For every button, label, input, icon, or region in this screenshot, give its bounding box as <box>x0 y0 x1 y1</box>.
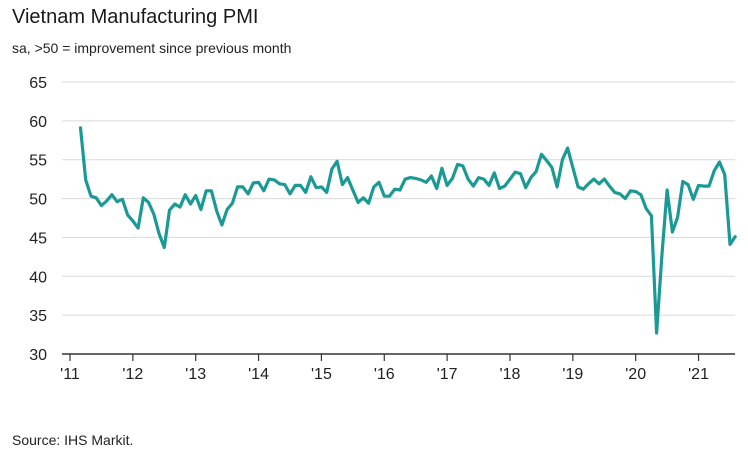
y-tick-label: 55 <box>29 153 47 170</box>
x-tick-label: '13 <box>185 366 206 383</box>
x-tick-label: '12 <box>122 366 143 383</box>
x-tick-label: '17 <box>437 366 458 383</box>
chart-title: Vietnam Manufacturing PMI <box>12 6 259 28</box>
chart-subtitle: sa, >50 = improvement since previous mon… <box>12 40 292 56</box>
x-tick-label: '11 <box>60 366 80 383</box>
source-note: Source: IHS Markit. <box>12 432 134 448</box>
series <box>78 126 737 335</box>
y-tick-label: 30 <box>29 347 47 364</box>
x-tick-label: '15 <box>311 366 332 383</box>
x-tick-label: '21 <box>688 366 709 383</box>
x-tick-label: '19 <box>562 366 583 383</box>
axes <box>62 353 735 361</box>
y-tick-label: 65 <box>29 75 47 92</box>
x-tick-label: '18 <box>500 366 521 383</box>
y-tick-label: 40 <box>29 269 47 286</box>
tick-labels: 30 35 40 45 50 55 60 65 '11 '12 '13 '14 '15 '16 '17 '18… <box>29 75 709 383</box>
series-line-0 <box>78 126 737 335</box>
x-tick-label: '14 <box>248 366 269 383</box>
x-tick-label: '16 <box>374 366 395 383</box>
x-tick-label: '20 <box>625 366 646 383</box>
y-tick-label: 35 <box>29 308 47 325</box>
y-tick-label: 45 <box>29 230 47 247</box>
y-tick-label: 50 <box>29 192 47 209</box>
gridlines <box>62 81 735 316</box>
y-tick-label: 60 <box>29 114 47 131</box>
